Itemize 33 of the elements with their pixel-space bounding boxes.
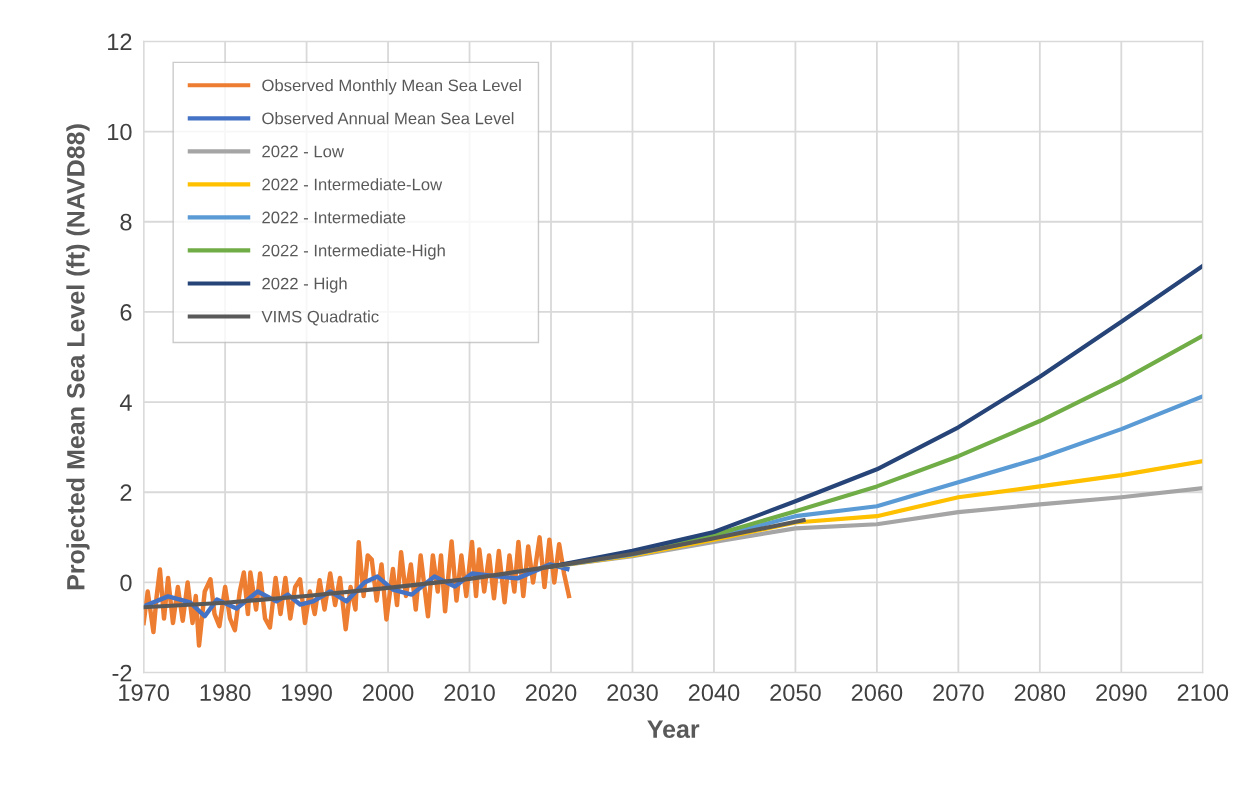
x-axis-title: Year <box>647 720 700 738</box>
y-tick-label: 0 <box>120 574 132 592</box>
x-tick-label: 2050 <box>770 684 821 702</box>
legend-label: Observed Annual Mean Sea Level <box>262 112 514 125</box>
y-tick-label: 4 <box>119 394 132 411</box>
y-tick-label: 12 <box>108 33 132 50</box>
x-tick-label: 2010 <box>444 684 495 702</box>
legend-label: Observed Monthly Mean Sea Level <box>262 79 521 95</box>
y-tick-label: -2 <box>112 664 132 682</box>
legend-label: 2022 - Low <box>262 145 344 158</box>
legend-label: 2022 - High <box>262 277 347 293</box>
legend-label: 2022 - Intermediate-Low <box>262 178 443 191</box>
y-tick-label: 6 <box>120 303 132 321</box>
legend-label: 2022 - Intermediate-High <box>262 244 445 260</box>
legend-label: 2022 - Intermediate <box>262 211 406 224</box>
x-tick-label: 1990 <box>282 684 332 702</box>
x-tick-label: 1970 <box>119 684 169 702</box>
y-tick-label: 2 <box>120 484 132 501</box>
legend-label: VIMS Quadratic <box>261 310 379 326</box>
y-tick-label: 8 <box>120 213 132 231</box>
x-tick-label: 2080 <box>1014 684 1066 702</box>
x-tick-label: 2100 <box>1177 684 1229 702</box>
y-tick-label: 10 <box>108 123 132 141</box>
x-tick-label: 2040 <box>688 684 740 702</box>
y-axis-title: Projected Mean Sea Level (ft) (NAVD88) <box>66 124 90 590</box>
x-tick-label: 2020 <box>525 684 577 702</box>
x-tick-label: 2000 <box>362 684 414 702</box>
line-series <box>143 518 806 610</box>
x-tick-label: 2060 <box>851 684 903 702</box>
x-tick-label: 1980 <box>200 684 251 702</box>
x-tick-label: 2070 <box>933 684 984 702</box>
x-tick-label: 2090 <box>1096 684 1147 702</box>
x-tick-label: 2030 <box>607 684 658 702</box>
